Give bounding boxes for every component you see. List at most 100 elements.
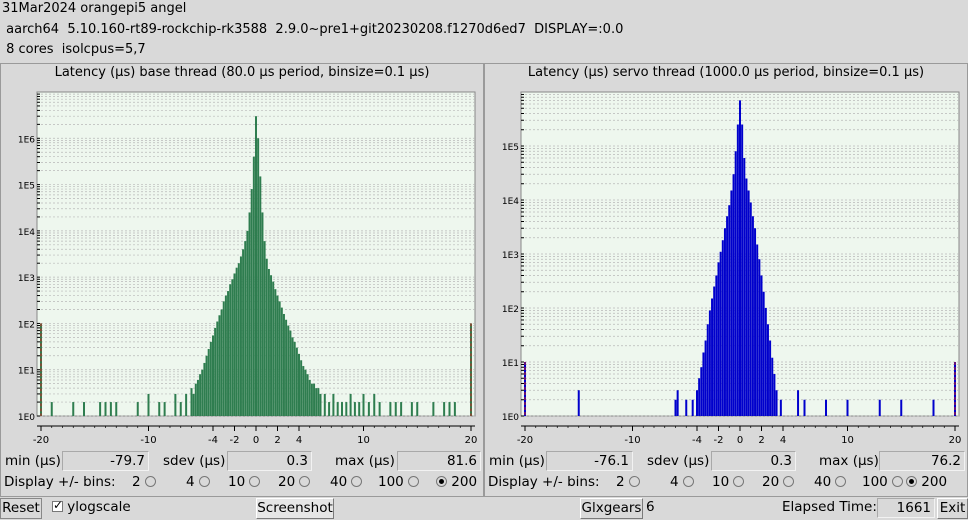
- servo-bar: [764, 308, 767, 416]
- servo-sdev-label: sdev (µs): [647, 453, 710, 469]
- base-bar: [287, 325, 290, 416]
- base-x-tick-label: -20: [33, 435, 49, 446]
- base-bins-radio-20[interactable]: 20: [278, 474, 311, 490]
- base-bar: [265, 258, 268, 416]
- servo-x-tick-label: -2: [714, 435, 724, 446]
- base-x-tick-label: -2: [230, 435, 240, 446]
- servo-bar: [747, 190, 750, 416]
- servo-bar: [721, 240, 724, 416]
- reset-button[interactable]: Reset: [0, 498, 42, 519]
- base-bins-radio-100[interactable]: 100: [378, 474, 420, 490]
- base-bins-radio-2[interactable]: 2: [132, 474, 156, 490]
- base-bar: [267, 268, 270, 416]
- base-max-label: max (µs): [335, 453, 395, 469]
- servo-bins-radio-20[interactable]: 20: [762, 474, 795, 490]
- servo-bins-radio-100[interactable]: 100: [862, 474, 904, 490]
- servo-bins-radio-10[interactable]: 10: [712, 474, 745, 490]
- base-bar: [328, 402, 331, 416]
- base-x-tick-label: 10: [357, 435, 370, 446]
- base-bar: [239, 256, 242, 416]
- servo-bins-radio-40[interactable]: 40: [814, 474, 847, 490]
- servo-x-tick-label: 4: [780, 435, 786, 446]
- servo-bar: [726, 216, 729, 416]
- servo-bar: [732, 174, 735, 416]
- servo-max-value: 76.2: [879, 451, 965, 471]
- base-bar: [323, 393, 326, 416]
- ylogscale-checkbox[interactable]: ylogscale: [52, 498, 131, 515]
- base-bar: [196, 379, 199, 416]
- base-bar: [304, 369, 307, 416]
- servo-y-tick-label: 1E0: [502, 413, 519, 423]
- servo-x-tick-label: 10: [841, 435, 854, 446]
- base-bar: [270, 275, 273, 416]
- base-bar: [362, 393, 365, 416]
- servo-bins-radio-200[interactable]: 200: [906, 474, 947, 490]
- servo-bar: [932, 399, 935, 416]
- exit-button[interactable]: Exit: [937, 498, 968, 519]
- base-bar: [255, 116, 257, 416]
- base-bar: [282, 313, 285, 416]
- servo-bar: [751, 216, 754, 416]
- base-bar: [207, 349, 210, 416]
- servo-bar: [771, 357, 774, 416]
- servo-bar: [745, 178, 748, 416]
- servo-bar: [702, 352, 705, 416]
- radio-icon: [198, 476, 210, 487]
- base-bar: [448, 402, 451, 416]
- base-bar: [453, 402, 456, 416]
- base-bins-option-label: 4: [186, 474, 195, 490]
- servo-y-tick-label: 1E3: [502, 251, 519, 261]
- servo-bar: [698, 378, 701, 416]
- servo-bins-radio-4[interactable]: 4: [670, 474, 694, 490]
- base-bins-radio-40[interactable]: 40: [330, 474, 363, 490]
- base-bins-option-label: 20: [278, 474, 296, 490]
- radio-icon: [144, 476, 156, 487]
- base-bar: [389, 402, 392, 416]
- base-bar: [300, 360, 303, 416]
- base-bins-option-label: 10: [228, 474, 246, 490]
- servo-sdev-value: 0.3: [711, 451, 796, 471]
- base-bins-radio-200[interactable]: 200: [436, 474, 477, 490]
- servo-bins-option-label: 10: [712, 474, 730, 490]
- servo-bins-label: Display +/- bins:: [488, 474, 600, 490]
- base-bins-radio-4[interactable]: 4: [186, 474, 210, 490]
- screenshot-button[interactable]: Screenshot: [256, 498, 334, 519]
- servo-bins-option-label: 200: [921, 474, 948, 490]
- base-bar: [250, 189, 253, 416]
- glxgears-button[interactable]: Glxgears: [580, 498, 643, 519]
- servo-bar: [685, 399, 688, 416]
- servo-bar: [749, 202, 752, 416]
- radio-icon: [408, 476, 420, 487]
- base-bins-option-label: 40: [330, 474, 348, 490]
- base-bar: [214, 327, 217, 416]
- base-bar: [201, 369, 204, 416]
- servo-bar: [758, 259, 761, 416]
- servo-min-value: -76.1: [546, 451, 633, 471]
- servo-bar: [803, 399, 806, 416]
- radio-icon: [249, 476, 261, 487]
- base-bar: [242, 249, 245, 416]
- base-bar: [174, 393, 177, 416]
- base-bar: [285, 319, 288, 416]
- base-bar: [349, 393, 352, 416]
- servo-bins-option-label: 20: [762, 474, 780, 490]
- base-bar: [209, 341, 212, 416]
- base-bar: [302, 366, 305, 416]
- servo-bar: [704, 340, 707, 416]
- base-bins-radio-10[interactable]: 10: [228, 474, 261, 490]
- base-x-tick-label: 20: [465, 435, 478, 446]
- base-bar: [257, 138, 260, 416]
- base-bar: [400, 402, 403, 416]
- servo-y-tick-label: 1E5: [502, 143, 519, 153]
- servo-bar: [741, 124, 744, 417]
- servo-bins-radio-2[interactable]: 2: [616, 474, 640, 490]
- base-bar: [104, 402, 107, 416]
- servo-bar: [700, 367, 703, 416]
- radio-selected-icon: [436, 476, 447, 487]
- servo-y-tick-label: 1E4: [502, 197, 519, 207]
- base-bar: [319, 393, 322, 416]
- servo-bar: [825, 399, 827, 416]
- servo-bar: [846, 399, 849, 416]
- servo-bar: [708, 310, 711, 416]
